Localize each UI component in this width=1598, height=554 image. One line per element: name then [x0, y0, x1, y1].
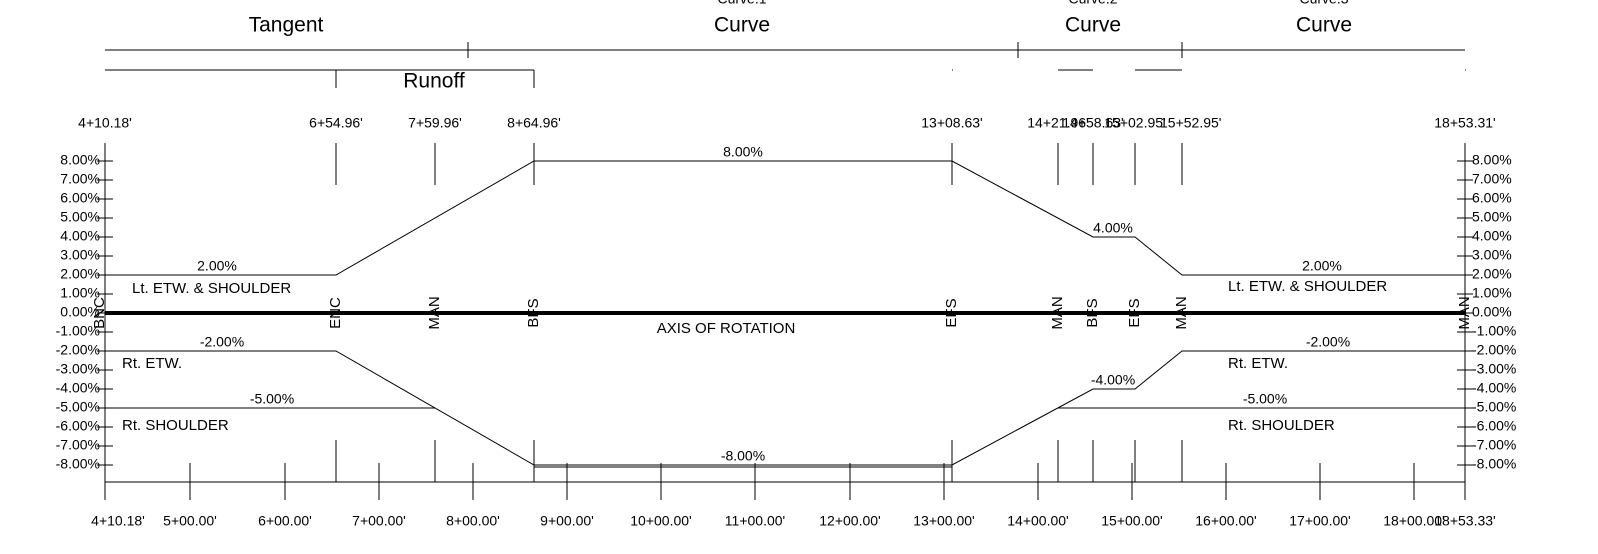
lt-etw-line [105, 160, 1465, 276]
station-label: 7+59.96' [408, 115, 462, 131]
slope-label: 2.00% [1302, 258, 1342, 274]
y-label: -4.00% [56, 380, 100, 396]
point-label: MAN [1173, 296, 1190, 329]
y-label: 1.00% [1472, 285, 1512, 301]
station-label: 18+00.00' [1383, 513, 1444, 529]
station-label: 18+53.33' [1434, 513, 1495, 529]
point-label: BFS [525, 298, 542, 327]
point-label: BNC [91, 297, 108, 329]
curve-name: Curve.1 [717, 0, 766, 7]
station-label: 9+00.00' [540, 513, 594, 529]
slope-label: -5.00% [1243, 391, 1287, 407]
y-label: -2.00% [1472, 342, 1516, 358]
station-label: 12+00.00' [819, 513, 880, 529]
station-label: 14+21.96' [1027, 115, 1088, 131]
segment-label: Curve [1296, 14, 1352, 37]
segment-label: Tangent [249, 14, 324, 37]
y-label: -3.00% [1472, 361, 1516, 377]
line-label: Rt. ETW. [1228, 355, 1288, 372]
y-label: 3.00% [1472, 247, 1512, 263]
point-label: MAN [1049, 296, 1066, 329]
line-label: Rt. SHOULDER [122, 417, 229, 434]
point-label: MAN [426, 296, 443, 329]
y-label: 3.00% [60, 247, 100, 263]
line-label: Lt. ETW. & SHOULDER [132, 280, 291, 297]
y-label: 4.00% [1472, 228, 1512, 244]
runoff-label: Runoff [403, 70, 465, 93]
point-label: MAN [1456, 296, 1473, 329]
y-label: -1.00% [56, 323, 100, 339]
station-label: 10+00.00' [630, 513, 691, 529]
station-label: 7+00.00' [352, 513, 406, 529]
y-label: -5.00% [56, 399, 100, 415]
y-label: -8.00% [1472, 456, 1516, 472]
station-label: 13+08.63' [921, 115, 982, 131]
station-label: 4+10.18' [78, 115, 132, 131]
station-label: 8+64.96' [507, 115, 561, 131]
y-label: 8.00% [60, 152, 100, 168]
slope-label: -4.00% [1091, 372, 1135, 388]
y-label: -1.00% [1472, 323, 1516, 339]
y-label: -6.00% [56, 418, 100, 434]
curve-name: Curve.2 [1068, 0, 1117, 7]
station-label: 5+00.00' [163, 513, 217, 529]
point-label: BFS [1084, 298, 1101, 327]
station-label: 11+00.00' [725, 513, 785, 529]
line-label: Lt. ETW. & SHOULDER [1228, 278, 1387, 295]
y-label: -5.00% [1472, 399, 1516, 415]
station-label: 16+00.00' [1195, 513, 1256, 529]
y-label: 8.00% [1472, 152, 1512, 168]
point-label: EFS [943, 298, 960, 327]
y-label: 5.00% [60, 209, 100, 225]
y-label: 2.00% [1472, 266, 1512, 282]
y-label: -3.00% [56, 361, 100, 377]
slope-label: -2.00% [1306, 334, 1350, 350]
slope-label: 4.00% [1093, 220, 1133, 236]
station-label: 18+53.31' [1434, 115, 1495, 131]
y-label: 4.00% [60, 228, 100, 244]
station-label: 6+54.96' [309, 115, 363, 131]
y-label: 0.00% [60, 304, 100, 320]
y-label: 0.00% [1472, 304, 1512, 320]
station-label: 8+00.00' [446, 513, 500, 529]
station-label: 14+00.00' [1007, 513, 1068, 529]
y-label: 6.00% [60, 190, 100, 206]
slope-label: -5.00% [250, 391, 294, 407]
y-label: -7.00% [56, 437, 100, 453]
line-label: Rt. ETW. [122, 355, 182, 372]
y-label: 2.00% [60, 266, 100, 282]
station-label: 6+00.00' [258, 513, 312, 529]
y-label: 7.00% [60, 171, 100, 187]
station-label: 15+00.00' [1101, 513, 1162, 529]
y-label: -6.00% [1472, 418, 1516, 434]
segment-label: Curve [1065, 14, 1121, 37]
y-label: 5.00% [1472, 209, 1512, 225]
station-label: 4+10.18' [91, 513, 145, 529]
slope-label: -2.00% [200, 334, 244, 350]
line-label: Rt. SHOULDER [1228, 417, 1335, 434]
point-label: ENC [327, 297, 344, 329]
axis-label: AXIS OF ROTATION [657, 320, 796, 337]
curve-name: Curve.3 [1299, 0, 1348, 7]
y-label: -2.00% [56, 342, 100, 358]
y-label: -7.00% [1472, 437, 1516, 453]
slope-label: 2.00% [197, 258, 237, 274]
y-label: 6.00% [1472, 190, 1512, 206]
station-label: 13+00.00' [913, 513, 974, 529]
point-label: EFS [1126, 298, 1143, 327]
segment-label: Curve [714, 14, 770, 37]
y-label: 1.00% [60, 285, 100, 301]
y-label: -4.00% [1472, 380, 1516, 396]
y-label: 7.00% [1472, 171, 1512, 187]
station-label: 17+00.00' [1289, 513, 1350, 529]
y-label: -8.00% [56, 456, 100, 472]
rt-etw-line [105, 350, 1465, 466]
station-label: 15+02.95' [1104, 115, 1165, 131]
station-label: 14+58.63' [1062, 115, 1123, 131]
slope-label: 8.00% [723, 144, 763, 160]
slope-label: -8.00% [721, 448, 765, 464]
station-label: 15+52.95' [1160, 115, 1221, 131]
